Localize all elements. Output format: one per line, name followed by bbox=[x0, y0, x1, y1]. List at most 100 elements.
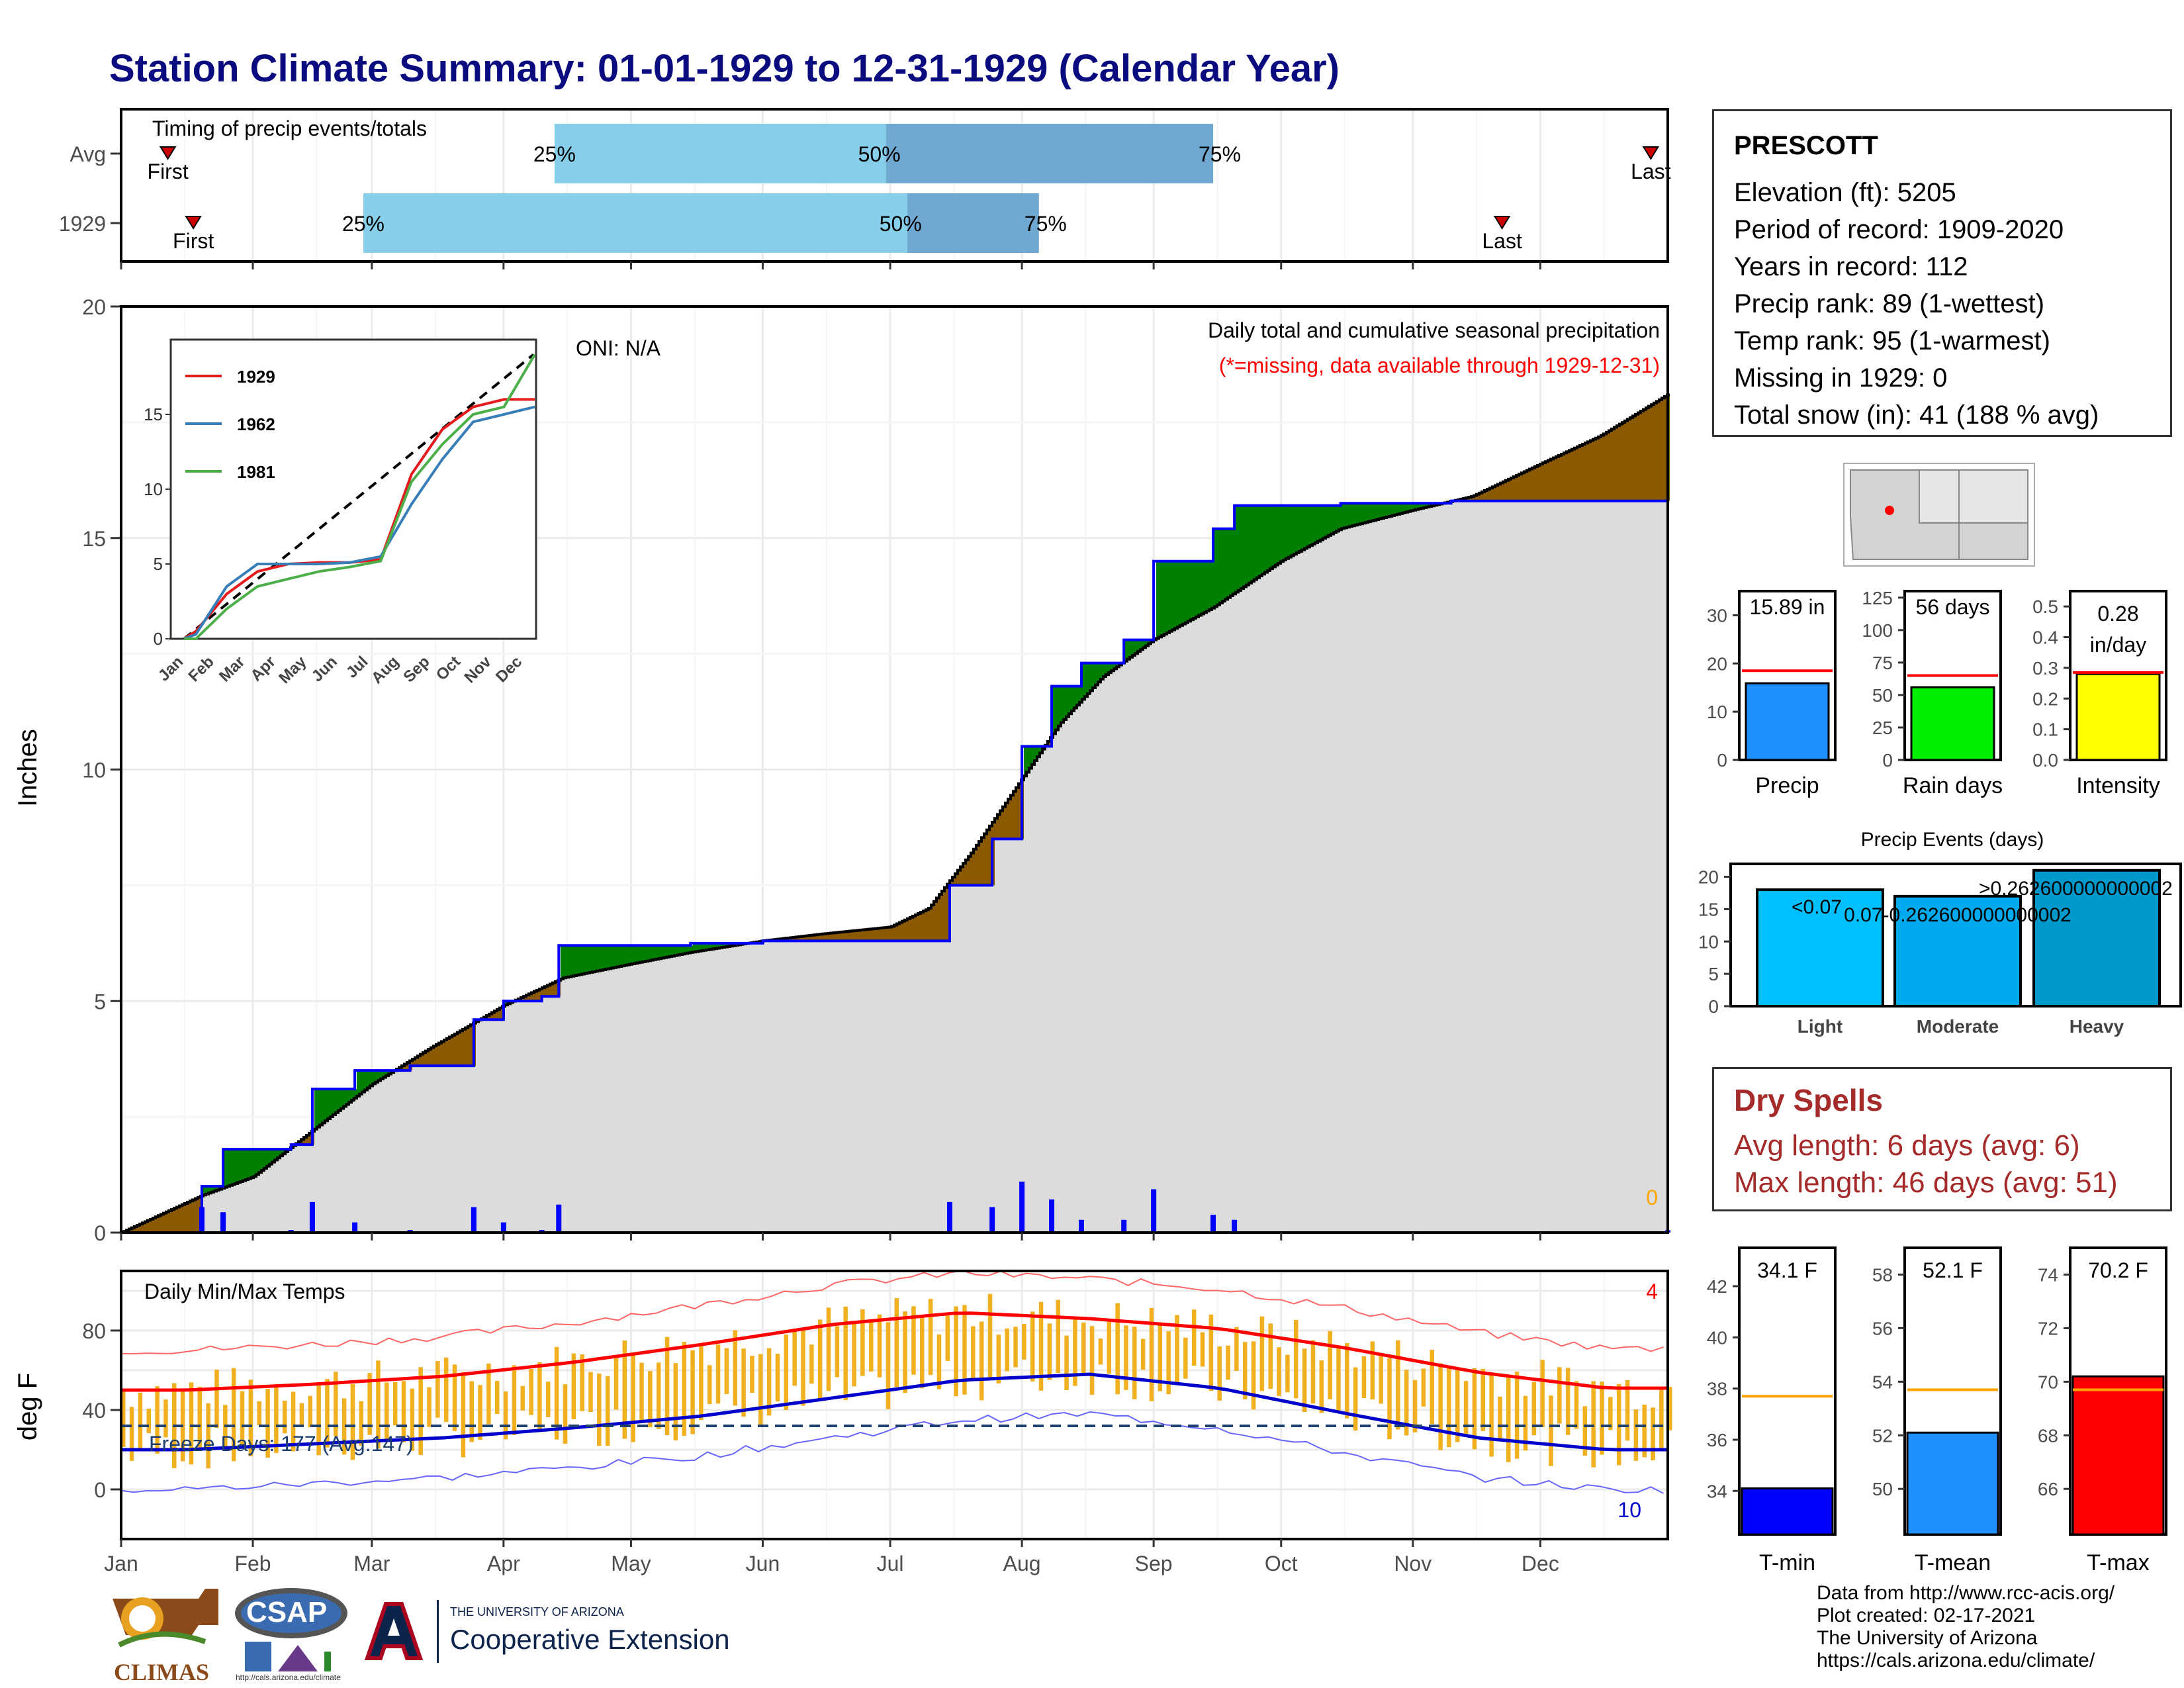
csap-cloud-icon bbox=[235, 1588, 347, 1671]
daily-temp-bar bbox=[1175, 1315, 1179, 1384]
daily-temp-bar bbox=[1379, 1356, 1383, 1404]
pct-bar-25-50 bbox=[554, 124, 886, 183]
credit-line: https://cals.arizona.edu/climate/ bbox=[1817, 1650, 2095, 1671]
record-max-line bbox=[120, 1270, 1664, 1355]
daily-temp-bar bbox=[248, 1380, 253, 1457]
row-label: Avg bbox=[69, 142, 106, 166]
daily-temp-bar bbox=[1073, 1318, 1077, 1386]
daily-temp-bar bbox=[1600, 1382, 1604, 1455]
daily-temp-bar bbox=[1506, 1378, 1511, 1462]
station-precip-rank: Precip rank: 89 (1-wettest) bbox=[1734, 289, 2045, 318]
credit-line: The University of Arizona bbox=[1817, 1627, 2038, 1649]
daily-temp-bar bbox=[1234, 1327, 1239, 1371]
first-marker bbox=[185, 216, 202, 230]
daily-temp-bar bbox=[1489, 1374, 1494, 1457]
daily-temp-bar bbox=[223, 1405, 228, 1451]
mini-bar-tick-label: 100 bbox=[1862, 620, 1893, 641]
month-label: Jul bbox=[877, 1552, 904, 1575]
mini-bar-tick-label: 10 bbox=[1707, 702, 1727, 722]
timing-panel: Timing of precip events/totals 25% 50% 75% F… bbox=[59, 108, 1671, 269]
temp-bar-tick-label: 34 bbox=[1707, 1481, 1727, 1501]
station-elevation: Elevation (ft): 5205 bbox=[1734, 178, 1956, 207]
first-label: First bbox=[148, 160, 189, 183]
record-high-count: 4 bbox=[1646, 1280, 1658, 1303]
mini-bar-tick-label: 0.0 bbox=[2032, 750, 2058, 771]
event-tick-label: 20 bbox=[1698, 867, 1719, 888]
daily-temp-bar bbox=[1183, 1337, 1188, 1379]
daily-precip-bar bbox=[500, 1222, 506, 1233]
timing-title: Timing of precip events/totals bbox=[152, 117, 427, 140]
credit-line: Data from http://www.rcc-acis.org/ bbox=[1817, 1582, 2115, 1604]
mini-bar bbox=[1910, 686, 1995, 761]
daily-temp-bar bbox=[418, 1367, 423, 1456]
ua-a-icon bbox=[364, 1602, 424, 1660]
daily-temp-bar bbox=[1514, 1372, 1520, 1459]
daily-precip-bar bbox=[946, 1201, 952, 1233]
daily-temp-bar bbox=[367, 1373, 372, 1435]
daily-temp-bar bbox=[1098, 1338, 1103, 1365]
daily-precip-bar bbox=[1210, 1215, 1216, 1233]
y-tick-label: 15 bbox=[82, 527, 106, 551]
daily-temp-bar bbox=[1158, 1322, 1163, 1391]
event-tick-label: 10 bbox=[1698, 931, 1719, 952]
temp-bar-tick-label: 58 bbox=[1872, 1264, 1893, 1285]
mini-bar bbox=[1745, 682, 1830, 761]
pct-label-50: 50% bbox=[880, 212, 922, 236]
temp-y-tick-label: 40 bbox=[82, 1399, 106, 1423]
event-tick-label: 5 bbox=[1708, 964, 1719, 984]
event-label-heavy: >0.262600000000002 bbox=[1979, 878, 2173, 900]
average-max-line bbox=[121, 1311, 1668, 1392]
daily-temp-bar bbox=[843, 1306, 848, 1401]
daily-temp-bar bbox=[715, 1344, 721, 1404]
ua-logo: THE UNIVERSITY OF ARIZONA Cooperative Ex… bbox=[361, 1599, 745, 1671]
oni-label: ONI: N/A bbox=[576, 336, 661, 360]
daily-temp-bar bbox=[962, 1305, 967, 1395]
temp-bar-tick-label: 56 bbox=[1872, 1318, 1893, 1338]
daily-temp-bar bbox=[452, 1364, 457, 1431]
daily-temp-bar bbox=[1268, 1323, 1273, 1389]
event-label-moderate: 0.07-0.262600000000002 bbox=[1844, 904, 2071, 926]
daily-temp-bar bbox=[1633, 1409, 1639, 1461]
daily-temp-bar bbox=[766, 1348, 772, 1416]
last-marker bbox=[1493, 216, 1511, 230]
daily-temp-bar bbox=[928, 1299, 933, 1376]
daily-temp-bar bbox=[945, 1315, 950, 1361]
daily-temp-bar bbox=[155, 1386, 159, 1454]
climas-logo-text: CLIMAS bbox=[114, 1659, 210, 1685]
daily-temp-bar bbox=[1328, 1331, 1332, 1399]
daily-temp-bar bbox=[1208, 1314, 1214, 1391]
first-label: First bbox=[173, 229, 214, 253]
daily-precip-bar bbox=[199, 1207, 205, 1233]
dry-spells-max: Max length: 46 days (avg: 51) bbox=[1734, 1166, 2118, 1199]
daily-temp-bar bbox=[546, 1382, 551, 1417]
mini-bar-tick-label: 0.3 bbox=[2032, 658, 2058, 679]
daily-temp-bar bbox=[334, 1372, 338, 1436]
temp-bar-label: T-min bbox=[1759, 1550, 1815, 1575]
daily-temp-bar bbox=[1582, 1406, 1588, 1456]
daily-precip-bar bbox=[989, 1207, 995, 1233]
daily-temp-bar bbox=[1191, 1309, 1197, 1366]
daily-temp-bar bbox=[1421, 1368, 1426, 1407]
mini-bar-tick-label: 0 bbox=[1882, 750, 1893, 771]
daily-temp-bar bbox=[1226, 1345, 1230, 1380]
inset-y-tick-label: 15 bbox=[144, 404, 163, 424]
daily-temp-bar bbox=[231, 1368, 236, 1462]
daily-temp-bar bbox=[138, 1392, 143, 1450]
ua-divider bbox=[437, 1600, 439, 1663]
pct-label-75: 75% bbox=[1024, 212, 1067, 236]
month-label: Feb bbox=[234, 1552, 271, 1575]
temp-bar bbox=[2071, 1375, 2165, 1536]
daily-temp-bar bbox=[1396, 1340, 1400, 1430]
daily-temp-bar bbox=[580, 1354, 584, 1411]
first-marker bbox=[159, 146, 177, 160]
daily-temp-bar bbox=[299, 1403, 304, 1426]
daily-temp-bar bbox=[1463, 1381, 1469, 1434]
daily-temp-bar bbox=[282, 1401, 287, 1434]
station-temp-rank: Temp rank: 95 (1-warmest) bbox=[1734, 326, 2050, 355]
temp-title: Daily Min/Max Temps bbox=[144, 1280, 345, 1303]
daily-temp-bar bbox=[784, 1335, 789, 1411]
temp-bar-tick-label: 66 bbox=[2038, 1479, 2058, 1499]
inset-y-tick-label: 0 bbox=[154, 629, 163, 649]
timing-frame bbox=[120, 108, 1669, 263]
last-label: Last bbox=[1482, 229, 1522, 253]
